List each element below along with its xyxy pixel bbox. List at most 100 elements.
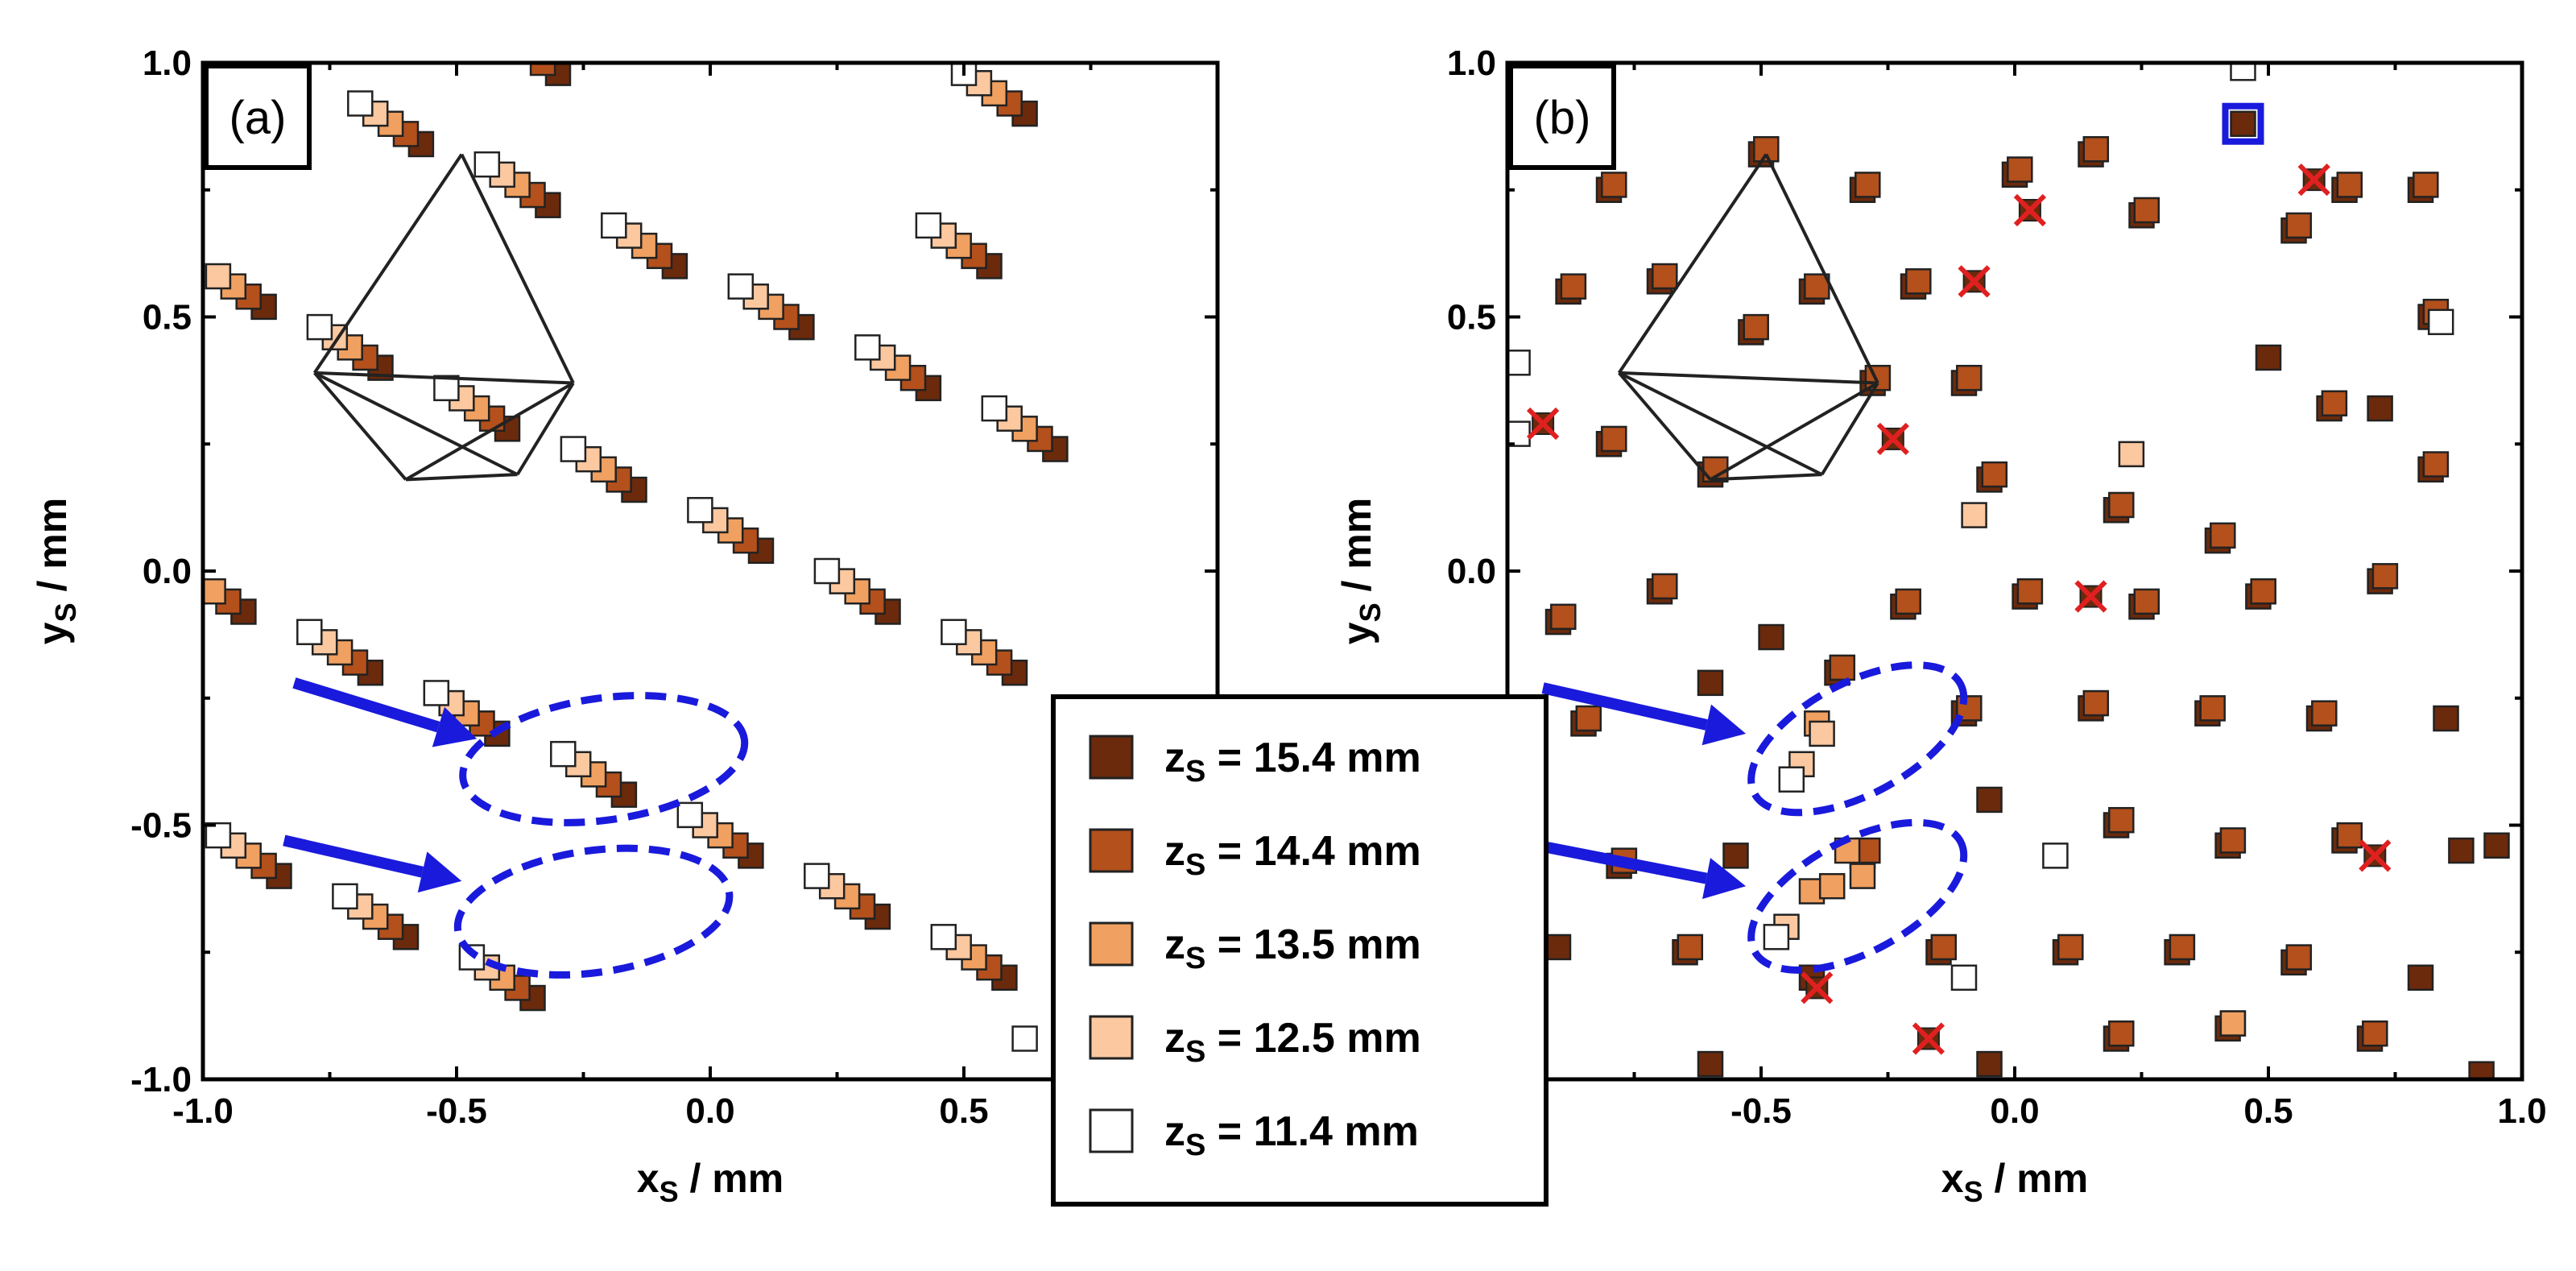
data-point [2118,441,2145,468]
data-point [1697,1050,1724,1078]
legend-box [1051,694,1548,1207]
data-point [804,863,830,889]
excluded-marker [1801,971,1834,1004]
arrow [1536,839,1708,884]
y-axis-label: yS / mm [30,498,82,644]
legend: zS = 15.4 mm zS = 14.4 mm zS = 13.5 mm zS =… [1051,694,1548,1207]
data-point [203,578,226,605]
legend-swatch [1089,1015,1134,1060]
data-point [2371,563,2399,590]
data-point [1930,934,1958,961]
data-point [2230,110,2256,137]
data-point [2082,136,2110,163]
data-point [296,619,323,645]
data-point [2448,837,2475,864]
data-point [2082,689,2110,717]
legend-swatch [1089,735,1134,780]
data-point [529,63,556,77]
data-point [1544,934,1572,961]
annotations [283,677,749,979]
dashed-ellipse [1747,818,1968,974]
data-point [2169,934,2196,961]
data-point [1854,172,1881,198]
legend-label: zS = 14.4 mm [1164,828,1421,882]
data-point [2133,197,2160,224]
x-tick-label: -1.0 [172,1091,234,1131]
data-point [2250,578,2276,605]
legend-swatch [1089,1108,1134,1153]
data-point [2362,1020,2388,1047]
data-point [2007,156,2033,183]
data-point [332,883,358,910]
excluded-marker [2297,164,2330,197]
data-point [1778,766,1805,793]
data-point [915,212,942,239]
y-tick-label: 0.5 [1447,298,1496,337]
data-point [1809,720,1835,747]
data-point [2255,344,2282,371]
svg-text:(b): (b) [1534,92,1591,144]
legend-swatch [1089,828,1134,873]
data-point [1677,934,1704,961]
data-point [1981,461,2008,488]
data-point [1697,669,1724,697]
data-point [2219,1010,2247,1037]
legend-item: zS = 12.5 mm [1089,1015,1421,1069]
panel-b: -0.50.00.51.0-1.0-0.50.00.51.0xS / mmyS … [1334,43,2547,1208]
y-tick-label: 1.0 [1447,43,1496,83]
legend-item: zS = 13.5 mm [1089,921,1421,975]
data-point [813,557,841,585]
excluded-marker [2013,193,2047,227]
arrow-head [417,851,462,893]
excluded-marker [1876,422,1909,456]
data-point [1818,872,1846,900]
data-point [1758,623,1784,651]
data-point [687,497,713,524]
data-point [1601,425,1627,453]
data-point [205,263,232,290]
data-point [1560,273,1587,300]
data-point [2422,451,2450,478]
data-point [2407,964,2434,992]
data-point [1652,573,1678,600]
svg-text:(a): (a) [229,92,287,144]
legend-swatch [1089,921,1134,967]
data-point [205,822,232,849]
data-point [1849,863,1876,889]
data-point [2219,827,2247,854]
data-point [1976,1050,2003,1078]
x-tick-label: -0.5 [426,1091,487,1131]
annotations [1526,102,2392,1055]
data-point [473,151,501,178]
legend-label: zS = 15.4 mm [1164,735,1421,789]
x-tick-label: 1.0 [2497,1091,2546,1131]
arrow [1541,682,1708,731]
arrow-head [1702,858,1747,900]
legend-label: zS = 12.5 mm [1164,1015,1421,1069]
data-point [2311,700,2338,727]
data-markers [203,63,1069,1052]
x-axis-label: xS / mm [637,1156,784,1208]
data-point [1743,313,1769,341]
data-point [854,334,881,361]
data-point [1956,364,1983,391]
legend-label: zS = 13.5 mm [1164,921,1421,975]
data-point [1829,654,1856,681]
data-point [423,680,450,706]
legend-item: zS = 14.4 mm [1089,828,1421,882]
data-point [1652,263,1678,290]
data-point [1722,843,1749,869]
data-point [1011,1025,1038,1052]
dashed-ellipse [453,844,734,979]
data-point [2468,1061,2495,1079]
data-point [550,740,577,768]
x-tick-label: -0.5 [1730,1091,1792,1131]
data-point [433,375,460,402]
data-point [1950,964,1978,992]
data-point [2367,395,2393,422]
dashed-ellipse [1747,661,1968,817]
data-point [2016,578,2044,605]
excluded-marker [1912,1022,1945,1055]
data-point [1976,786,2003,814]
data-point [2321,390,2348,417]
